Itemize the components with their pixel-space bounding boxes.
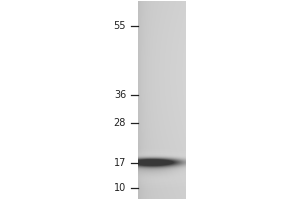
Text: 10: 10: [114, 183, 126, 193]
Text: 36: 36: [114, 90, 126, 100]
Text: 55: 55: [114, 21, 126, 31]
Text: 28: 28: [114, 118, 126, 128]
Text: 17: 17: [114, 158, 126, 168]
